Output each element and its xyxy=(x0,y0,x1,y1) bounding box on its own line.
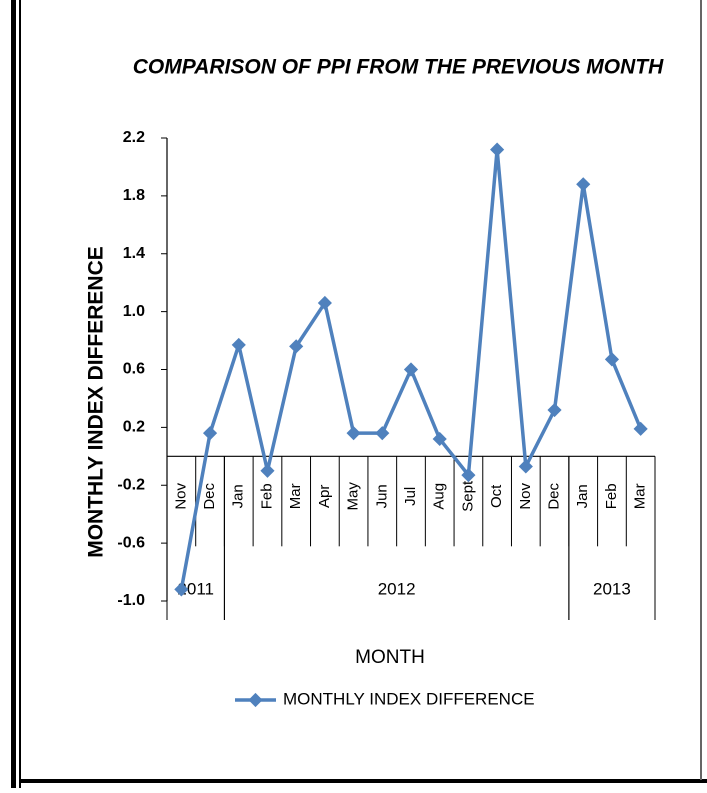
x-tick-label: May xyxy=(345,482,362,511)
y-tick-label: -0.6 xyxy=(117,534,145,551)
data-point xyxy=(490,142,505,157)
x-tick-label: Jan xyxy=(230,484,247,508)
x-tick-label: Sept xyxy=(459,480,476,512)
x-tick-label: Dec xyxy=(201,482,218,509)
data-point xyxy=(289,339,304,354)
y-tick-label: 2.2 xyxy=(123,129,145,146)
y-tick-label: -1.0 xyxy=(117,592,145,609)
frame-right xyxy=(700,0,702,780)
data-point xyxy=(346,426,361,441)
data-point xyxy=(174,582,189,597)
x-tick-label: Feb xyxy=(258,483,275,509)
x-tick-label: Aug xyxy=(431,483,448,510)
x-tick-label: Dec xyxy=(545,482,562,509)
data-point xyxy=(432,431,447,447)
group-label: 2012 xyxy=(378,579,416,598)
data-point xyxy=(317,295,332,311)
y-tick-label: 1.4 xyxy=(123,245,145,262)
chart-title: COMPARISON OF PPI FROM THE PREVIOUS MONT… xyxy=(133,56,664,79)
group-label: 2013 xyxy=(593,579,631,598)
y-tick-label: -0.2 xyxy=(117,476,145,493)
frame-left xyxy=(11,0,16,788)
x-tick-label: Mar xyxy=(287,483,304,509)
data-point xyxy=(576,177,591,192)
x-axis-label: MONTH xyxy=(355,647,425,668)
data-point xyxy=(547,402,562,418)
x-tick-label: Jan xyxy=(574,484,591,508)
data-point xyxy=(202,426,218,441)
group-label: 2011 xyxy=(177,579,214,598)
x-tick-label: Feb xyxy=(603,483,620,509)
y-axis-label: MONTHLY INDEX DIFFERENCE xyxy=(85,246,108,558)
frame-left-inner xyxy=(19,0,21,788)
data-point xyxy=(231,337,246,352)
data-point xyxy=(375,426,390,441)
legend-marker xyxy=(248,692,263,708)
x-tick-label: Nov xyxy=(172,482,189,509)
x-tick-label: Jul xyxy=(402,487,419,506)
data-point xyxy=(604,352,620,367)
data-point xyxy=(633,421,648,436)
y-tick-label: 0.6 xyxy=(123,361,145,378)
x-tick-label: Apr xyxy=(316,485,333,508)
x-tick-label: Mar xyxy=(632,483,649,509)
y-tick-label: 0.2 xyxy=(123,419,145,436)
x-tick-label: Oct xyxy=(488,484,505,508)
y-tick-label: 1.0 xyxy=(123,303,145,320)
legend-label: MONTHLY INDEX DIFFERENCE xyxy=(283,689,535,708)
frame-bottom xyxy=(21,779,707,783)
data-point xyxy=(461,468,476,483)
data-point xyxy=(260,463,275,478)
data-point xyxy=(403,362,419,377)
x-tick-label: Nov xyxy=(517,482,534,509)
x-tick-label: Jun xyxy=(373,484,390,508)
y-tick-label: 1.8 xyxy=(123,187,145,204)
data-point xyxy=(518,459,533,474)
